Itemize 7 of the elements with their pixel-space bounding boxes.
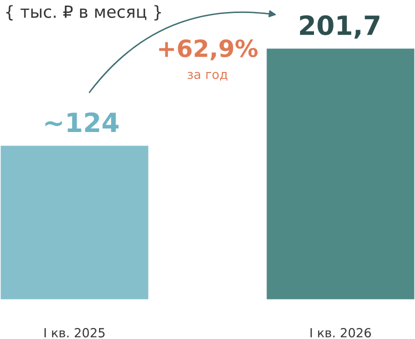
data-label: ~124 (45, 112, 119, 132)
chart-title: { тыс. ₽ в месяц } (6, 5, 161, 20)
data-label: 201,7 (300, 15, 380, 39)
x-tick-label: I кв. 2025 (44, 328, 105, 338)
annotation: за год (188, 72, 228, 81)
annotation: +62,9% (159, 39, 258, 60)
x-tick-label: I кв. 2026 (310, 328, 371, 338)
